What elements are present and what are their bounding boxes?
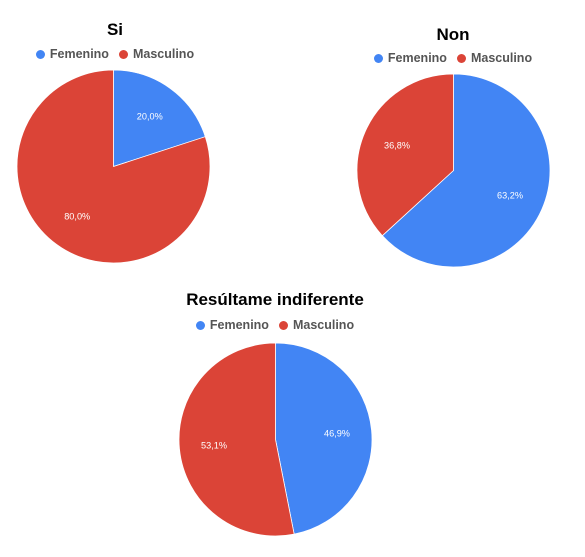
slice-value-label: 80,0% [64, 211, 90, 221]
pie-slice-femenino [275, 342, 373, 535]
legend-label: Femenino [209, 318, 269, 332]
chart-title: Non [436, 25, 470, 44]
chart-title: Si [106, 20, 124, 39]
pie-plot: 46,9% 53,1% [178, 342, 373, 537]
legend-item-femenino: Femenino [35, 47, 109, 61]
pie-chart-non: Non Femenino Masculino 63,2% 36,8% [348, 0, 558, 280]
chart-legend: Femenino Masculino [170, 318, 380, 332]
legend-label: Masculino [292, 318, 355, 332]
pie-slice-masculino [356, 73, 454, 237]
pie-slice-masculino [178, 342, 295, 537]
pie-plot: 63,2% 36,8% [356, 73, 551, 268]
pie-chart-indiferente: Resúltame indiferente Femenino Masculino… [170, 285, 380, 555]
pie-slice-femenino [381, 73, 551, 268]
chart-title: Resúltame indiferente [186, 290, 364, 309]
legend-label: Femenino [387, 51, 447, 65]
pie-plot: 20,0% 80,0% [16, 69, 211, 264]
legend-item-masculino: Masculino [278, 318, 355, 332]
pie-slice-femenino [113, 69, 206, 168]
legend-dot-femenino [373, 53, 383, 63]
legend-item-femenino: Femenino [195, 318, 269, 332]
pie-chart-si: Si Femenino Masculino 20,0% 80,0% [0, 0, 230, 280]
legend-label: Masculino [132, 47, 195, 61]
chart-legend: Femenino Masculino [0, 47, 230, 61]
legend-dot-masculino [456, 53, 466, 63]
slice-value-label: 46,9% [324, 428, 350, 438]
slice-value-label: 53,1% [201, 440, 227, 450]
pie-slice-masculino [16, 69, 211, 264]
legend-dot-masculino [278, 320, 288, 330]
slice-value-label: 36,8% [384, 141, 410, 151]
legend-item-femenino: Femenino [373, 51, 447, 65]
legend-label: Femenino [49, 47, 109, 61]
legend-label: Masculino [470, 51, 533, 65]
legend-dot-femenino [35, 49, 45, 59]
chart-legend: Femenino Masculino [348, 51, 558, 65]
legend-item-masculino: Masculino [118, 47, 195, 61]
slice-value-label: 63,2% [497, 190, 523, 200]
legend-dot-masculino [118, 49, 128, 59]
slice-value-label: 20,0% [137, 111, 163, 121]
legend-dot-femenino [195, 320, 205, 330]
legend-item-masculino: Masculino [456, 51, 533, 65]
